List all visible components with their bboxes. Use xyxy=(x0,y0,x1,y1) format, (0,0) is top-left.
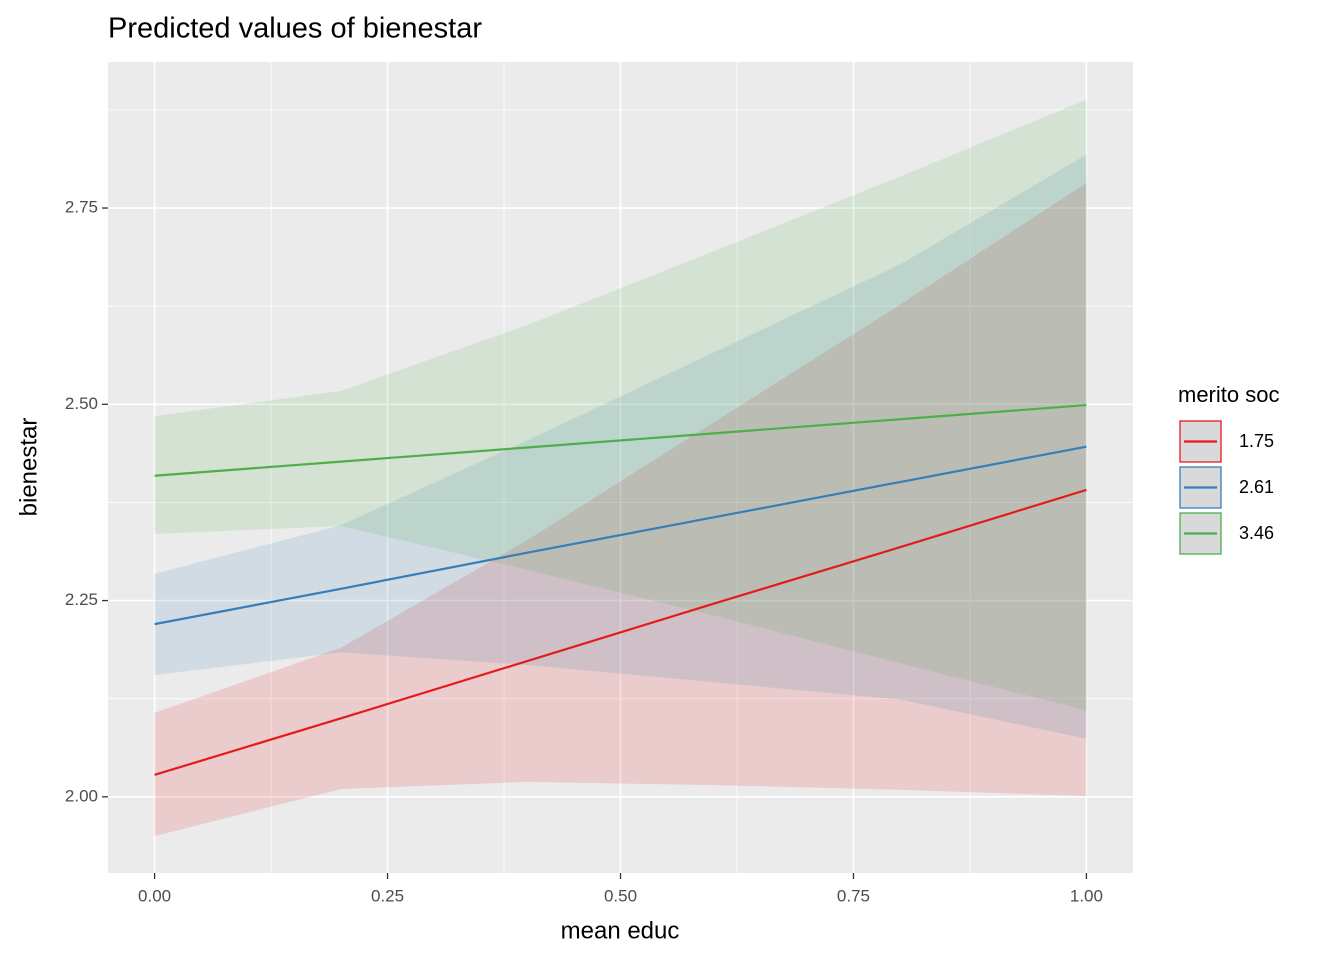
y-tick-label: 2.75 xyxy=(65,198,98,217)
x-tick-label: 0.00 xyxy=(138,886,171,905)
legend-title: merito soc xyxy=(1178,382,1279,407)
chart-title: Predicted values of bienestar xyxy=(108,13,482,45)
y-tick-label: 2.50 xyxy=(65,394,98,413)
y-tick-label: 2.25 xyxy=(65,590,98,609)
x-tick-label: 1.00 xyxy=(1070,886,1103,905)
y-axis-title: bienestar xyxy=(15,418,42,517)
legend-label: 1.75 xyxy=(1239,431,1274,451)
line xyxy=(154,445,1087,626)
confidence-band xyxy=(154,182,1087,837)
legend-label: 2.61 xyxy=(1239,477,1274,497)
line xyxy=(154,488,1087,776)
legend-label: 3.46 xyxy=(1239,523,1274,543)
confidence-band xyxy=(154,99,1087,711)
y-tick-label: 2.00 xyxy=(65,786,98,805)
x-tick-label: 0.50 xyxy=(604,886,637,905)
x-tick-label: 0.25 xyxy=(371,886,404,905)
x-axis-title: mean educ xyxy=(561,917,680,944)
confidence-band xyxy=(154,154,1087,739)
x-tick-label: 0.75 xyxy=(837,886,870,905)
line xyxy=(154,403,1087,477)
